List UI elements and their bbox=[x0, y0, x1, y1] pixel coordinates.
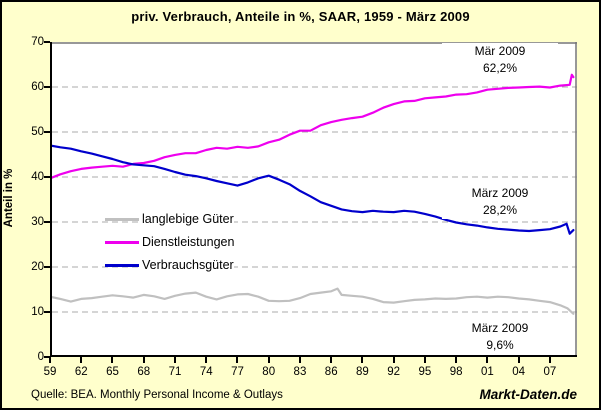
y-tick-label: 30 bbox=[31, 216, 44, 228]
x-tick-mark bbox=[486, 357, 489, 363]
x-tick-label: 07 bbox=[543, 366, 557, 378]
y-tick-label: 50 bbox=[31, 126, 44, 138]
x-tick-mark bbox=[236, 357, 239, 363]
x-tick-label: 68 bbox=[137, 366, 151, 378]
y-tick-mark bbox=[44, 221, 50, 223]
annotation-value: 62,2% bbox=[442, 60, 558, 77]
x-tick-mark bbox=[49, 357, 51, 363]
legend-label: Dienstleistungen bbox=[139, 235, 235, 250]
annotation-date: März 2009 bbox=[442, 320, 558, 337]
annotation-durables-latest: März 2009 9,6% bbox=[442, 320, 558, 354]
x-tick-label: 04 bbox=[512, 366, 526, 378]
x-tick-label: 86 bbox=[324, 366, 338, 378]
legend-label: Verbrauchsgüter bbox=[139, 258, 234, 273]
x-tick-mark bbox=[392, 357, 395, 363]
x-tick-label: 89 bbox=[356, 366, 369, 378]
y-tick-mark bbox=[44, 41, 50, 43]
x-tick-mark bbox=[111, 357, 114, 363]
x-tick-label: 01 bbox=[481, 366, 494, 378]
x-tick-mark bbox=[330, 357, 333, 363]
x-tick-label: 74 bbox=[199, 366, 213, 378]
annotation-date: März 2009 bbox=[442, 185, 558, 202]
x-tick-mark bbox=[423, 357, 426, 363]
source-note: Quelle: BEA. Monthly Personal Income & O… bbox=[31, 389, 283, 401]
y-tick-mark bbox=[44, 266, 50, 268]
annotation-nondurables-latest: März 2009 28,2% bbox=[442, 185, 558, 219]
x-tick-mark bbox=[205, 357, 208, 363]
legend-item-verbrauchsgueter: Verbrauchsgüter bbox=[105, 254, 234, 277]
y-tick-label: 0 bbox=[37, 351, 44, 363]
watermark: Markt-Daten.de bbox=[479, 387, 577, 402]
chart-title: priv. Verbrauch, Anteile in %, SAAR, 195… bbox=[131, 9, 470, 24]
legend-line-swatch-gray bbox=[105, 218, 139, 221]
series-line-2 bbox=[50, 144, 575, 235]
x-tick-label: 77 bbox=[231, 366, 244, 378]
x-tick-label: 62 bbox=[74, 366, 88, 378]
x-tick-mark bbox=[298, 357, 301, 363]
x-tick-label: 92 bbox=[387, 366, 401, 378]
annotation-value: 28,2% bbox=[442, 202, 558, 219]
x-tick-label: 95 bbox=[418, 366, 432, 378]
series-line-0 bbox=[50, 287, 575, 315]
legend-item-dienstleistungen: Dienstleistungen bbox=[105, 231, 235, 254]
y-tick-mark bbox=[44, 311, 50, 313]
x-tick-label: 83 bbox=[293, 366, 307, 378]
x-tick-mark bbox=[267, 357, 270, 363]
y-tick-label: 70 bbox=[31, 36, 44, 48]
legend-label: langlebige Güter bbox=[139, 212, 234, 227]
legend-line-swatch-magenta bbox=[105, 241, 139, 244]
y-axis-title: Anteil in % bbox=[3, 168, 15, 228]
annotation-value: 9,6% bbox=[442, 337, 558, 354]
x-tick-mark bbox=[80, 357, 83, 363]
x-tick-mark bbox=[548, 357, 551, 363]
y-tick-mark bbox=[44, 356, 50, 358]
x-tick-mark bbox=[455, 357, 458, 363]
y-tick-label: 40 bbox=[31, 171, 44, 183]
x-tick-label: 80 bbox=[262, 366, 276, 378]
x-tick-mark bbox=[517, 357, 520, 363]
x-tick-label: 71 bbox=[168, 366, 182, 378]
y-tick-label: 10 bbox=[31, 306, 44, 318]
x-tick-label: 59 bbox=[43, 366, 57, 378]
y-tick-mark bbox=[44, 86, 50, 88]
y-tick-label: 60 bbox=[31, 81, 44, 93]
x-tick-mark bbox=[173, 357, 176, 363]
x-tick-label: 65 bbox=[106, 366, 119, 378]
y-tick-label: 20 bbox=[31, 261, 44, 273]
y-tick-mark bbox=[44, 176, 50, 178]
legend-line-swatch-blue bbox=[105, 264, 139, 267]
legend-item-langlebige-gueter: langlebige Güter bbox=[105, 208, 234, 231]
x-tick-mark bbox=[361, 357, 364, 363]
legend: langlebige Güter Dienstleistungen Verbra… bbox=[105, 208, 235, 277]
annotation-services-latest: Mär 2009 62,2% bbox=[442, 43, 558, 77]
x-tick-label: 98 bbox=[449, 366, 463, 378]
y-tick-mark bbox=[44, 131, 50, 133]
series-line-1 bbox=[50, 73, 575, 180]
annotation-date: Mär 2009 bbox=[442, 43, 558, 60]
x-tick-mark bbox=[142, 357, 145, 363]
